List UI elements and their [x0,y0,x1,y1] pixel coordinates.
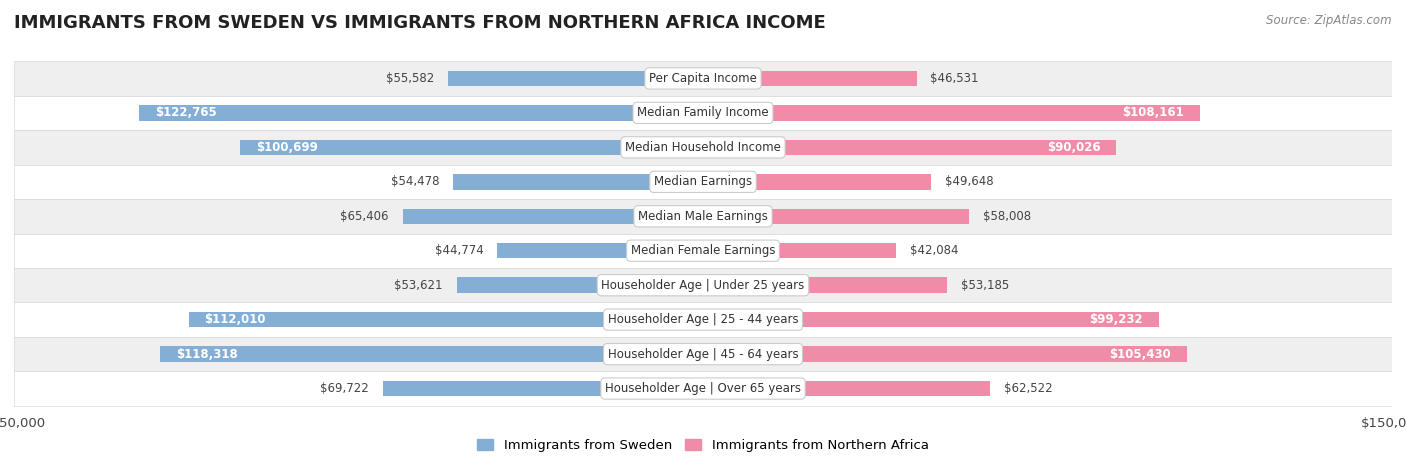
Bar [703,312,1159,327]
Bar [703,209,969,224]
Text: $65,406: $65,406 [340,210,389,223]
Text: Median Earnings: Median Earnings [654,175,752,188]
Bar [703,277,948,293]
Text: $44,774: $44,774 [434,244,484,257]
Text: IMMIGRANTS FROM SWEDEN VS IMMIGRANTS FROM NORTHERN AFRICA INCOME: IMMIGRANTS FROM SWEDEN VS IMMIGRANTS FRO… [14,14,825,32]
Bar [159,347,703,362]
Text: $54,478: $54,478 [391,175,439,188]
Text: $69,722: $69,722 [321,382,368,395]
FancyBboxPatch shape [14,371,1392,406]
Bar [402,209,703,224]
Bar [703,381,990,396]
FancyBboxPatch shape [14,61,1392,96]
Text: $112,010: $112,010 [205,313,266,326]
Text: $105,430: $105,430 [1109,347,1171,361]
Text: Source: ZipAtlas.com: Source: ZipAtlas.com [1267,14,1392,27]
Text: Median Family Income: Median Family Income [637,106,769,120]
Text: $90,026: $90,026 [1047,141,1101,154]
Bar [447,71,703,86]
FancyBboxPatch shape [14,303,1392,337]
Bar [188,312,703,327]
Text: $118,318: $118,318 [176,347,238,361]
FancyBboxPatch shape [14,268,1392,303]
Text: Householder Age | Under 25 years: Householder Age | Under 25 years [602,279,804,292]
Bar [703,243,896,258]
Text: $99,232: $99,232 [1090,313,1143,326]
Text: $53,185: $53,185 [962,279,1010,292]
Text: Median Household Income: Median Household Income [626,141,780,154]
FancyBboxPatch shape [14,164,1392,199]
Bar [498,243,703,258]
Text: $46,531: $46,531 [931,72,979,85]
Text: $55,582: $55,582 [385,72,434,85]
Bar [703,105,1199,120]
Text: $122,765: $122,765 [155,106,217,120]
Text: $42,084: $42,084 [910,244,959,257]
Text: Median Female Earnings: Median Female Earnings [631,244,775,257]
Text: Householder Age | 45 - 64 years: Householder Age | 45 - 64 years [607,347,799,361]
Bar [453,174,703,190]
Bar [703,174,931,190]
Legend: Immigrants from Sweden, Immigrants from Northern Africa: Immigrants from Sweden, Immigrants from … [472,434,934,458]
Text: Householder Age | Over 65 years: Householder Age | Over 65 years [605,382,801,395]
Text: $49,648: $49,648 [945,175,994,188]
Bar [457,277,703,293]
Text: $100,699: $100,699 [256,141,318,154]
FancyBboxPatch shape [14,337,1392,371]
Bar [703,71,917,86]
FancyBboxPatch shape [14,96,1392,130]
FancyBboxPatch shape [14,234,1392,268]
Text: Per Capita Income: Per Capita Income [650,72,756,85]
Bar [703,347,1187,362]
Text: $108,161: $108,161 [1122,106,1184,120]
FancyBboxPatch shape [14,130,1392,164]
Bar [703,140,1116,155]
Text: $58,008: $58,008 [983,210,1032,223]
Text: Householder Age | 25 - 44 years: Householder Age | 25 - 44 years [607,313,799,326]
Text: $62,522: $62,522 [1004,382,1053,395]
Bar [139,105,703,120]
Text: Median Male Earnings: Median Male Earnings [638,210,768,223]
Bar [382,381,703,396]
FancyBboxPatch shape [14,199,1392,234]
Text: $53,621: $53,621 [395,279,443,292]
Bar [240,140,703,155]
